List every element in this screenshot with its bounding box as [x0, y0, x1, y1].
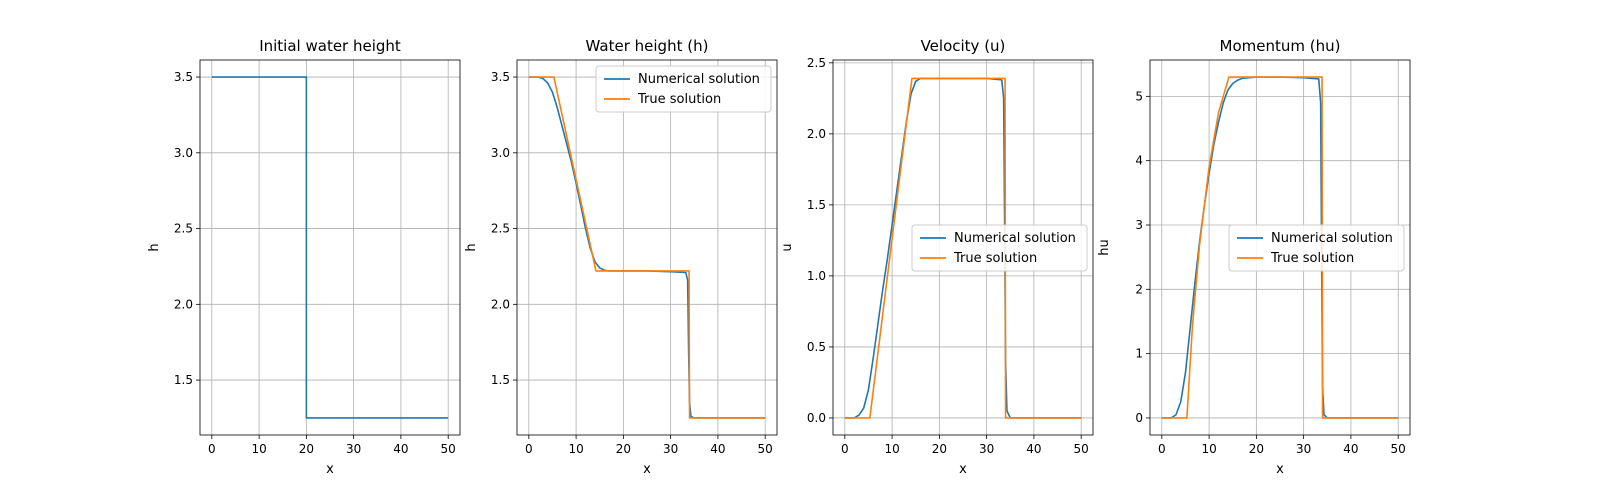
y-axis-label: h	[464, 243, 479, 251]
chart-panel-2: 0 10 20 30 40 50 1.5 2.0 2.5 3.0 3.5 Water height (…	[464, 37, 778, 477]
x-tick-label: 20	[299, 442, 314, 456]
x-tick-label: 50	[441, 442, 456, 456]
x-tick-label: 40	[710, 442, 725, 456]
legend-box	[1228, 224, 1405, 272]
series-line-numerical-solution	[528, 76, 766, 419]
x-tick-label: 10	[568, 442, 583, 456]
y-axis-label: hu	[1097, 239, 1112, 255]
chart-title: Water height (h)	[586, 37, 709, 55]
y-tick-label: 3.0	[491, 146, 510, 160]
legend: Numerical solution True solution	[1228, 224, 1405, 272]
legend-entry: Numerical solution	[638, 72, 760, 87]
y-tick-label: 2.5	[174, 222, 193, 236]
x-tick-label: 40	[1343, 442, 1358, 456]
chart-panel-4: 0 10 20 30 40 50 0 1 2 3 4 5 Momentum (hu) x hu Numeric…	[1097, 37, 1411, 477]
x-tick-label: 20	[616, 442, 631, 456]
y-tick-label: 3.5	[174, 70, 193, 84]
chart-title: Initial water height	[259, 37, 401, 55]
x-tick-label: 30	[346, 442, 361, 456]
x-tick-label: 10	[884, 442, 899, 456]
legend: Numerical solution True solution	[911, 224, 1088, 272]
legend-entry: True solution	[637, 92, 721, 107]
axes-frame	[199, 59, 461, 436]
x-tick-label: 30	[979, 442, 994, 456]
y-tick-label: 0	[1135, 411, 1143, 425]
y-tick-label: 1.5	[807, 198, 826, 212]
y-tick-label: 1	[1135, 347, 1143, 361]
x-tick-label: 10	[251, 442, 266, 456]
x-axis-label: x	[1276, 462, 1284, 477]
y-axis-label: h	[147, 243, 162, 251]
x-tick-label: 10	[1201, 442, 1216, 456]
series-line-numerical-solution	[211, 76, 449, 419]
x-tick-label: 0	[1158, 442, 1166, 456]
legend-entry: True solution	[1270, 251, 1354, 266]
series-line-numerical-solution	[844, 77, 1082, 419]
x-tick-label: 0	[525, 442, 533, 456]
x-axis-label: x	[326, 462, 334, 477]
x-tick-label: 40	[393, 442, 408, 456]
axes-frame	[1149, 59, 1411, 436]
x-tick-label: 30	[1296, 442, 1311, 456]
y-axis-label: u	[780, 243, 795, 251]
x-tick-label: 40	[1026, 442, 1041, 456]
y-tick-label: 0.5	[807, 340, 826, 354]
y-tick-label: 3.0	[174, 146, 193, 160]
series-line-true-solution	[528, 76, 766, 419]
y-tick-label: 1.5	[174, 373, 193, 387]
chart-panel-3: 0 10 20 30 40 50 0.0 0.5 1.0 1.5 2.0 2.5 Velocity (u…	[780, 37, 1094, 477]
x-tick-label: 50	[1391, 442, 1406, 456]
x-axis-label: x	[959, 462, 967, 477]
x-tick-label: 50	[1074, 442, 1089, 456]
y-tick-label: 5	[1135, 89, 1143, 103]
x-tick-label: 20	[932, 442, 947, 456]
chart-panel-1: 0 10 20 30 40 50 1.5 2.0 2.5 3.0 3.5 Initial water …	[147, 37, 461, 477]
y-tick-label: 4	[1135, 154, 1143, 168]
legend-entry: Numerical solution	[954, 231, 1076, 246]
y-tick-label: 2.5	[491, 222, 510, 236]
legend-box	[595, 65, 772, 113]
x-tick-label: 0	[208, 442, 216, 456]
x-axis-label: x	[643, 462, 651, 477]
legend: Numerical solution True solution	[595, 65, 772, 113]
axes-frame	[516, 59, 778, 436]
axes-frame	[832, 59, 1094, 436]
legend-entry: True solution	[953, 251, 1037, 266]
legend-entry: Numerical solution	[1271, 231, 1393, 246]
y-tick-label: 0.0	[807, 411, 826, 425]
chart-title: Momentum (hu)	[1220, 37, 1341, 55]
y-tick-label: 3.5	[491, 70, 510, 84]
y-tick-label: 1.0	[807, 269, 826, 283]
series-line-numerical-solution	[1161, 76, 1399, 419]
x-tick-label: 20	[1249, 442, 1264, 456]
y-tick-label: 2.0	[174, 297, 193, 311]
series-line-true-solution	[844, 77, 1082, 419]
x-tick-label: 0	[841, 442, 849, 456]
y-tick-label: 1.5	[491, 373, 510, 387]
x-tick-label: 50	[758, 442, 773, 456]
x-tick-label: 30	[663, 442, 678, 456]
y-tick-label: 2.0	[491, 297, 510, 311]
legend-box	[911, 224, 1088, 272]
chart-title: Velocity (u)	[921, 37, 1006, 55]
y-tick-label: 2	[1135, 282, 1143, 296]
y-tick-label: 2.0	[807, 127, 826, 141]
y-tick-label: 2.5	[807, 56, 826, 70]
y-tick-label: 3	[1135, 218, 1143, 232]
